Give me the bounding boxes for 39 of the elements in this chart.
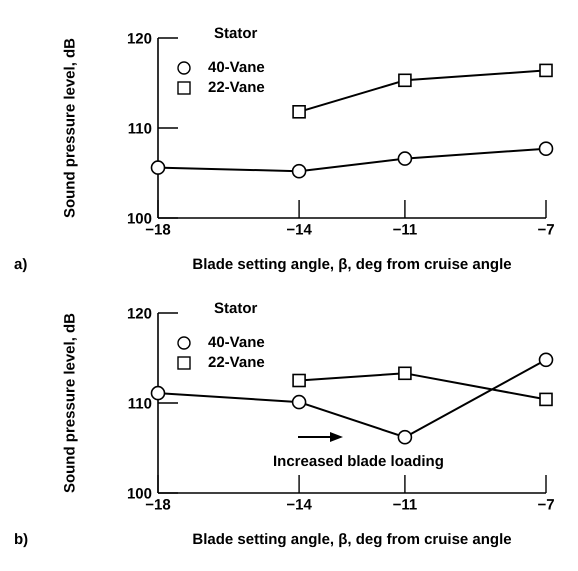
legend-label: 22-Vane xyxy=(208,78,265,98)
point xyxy=(538,352,554,368)
x-tick-label: −11 xyxy=(392,496,418,514)
legend-label: 40-Vane xyxy=(208,58,265,78)
point xyxy=(292,105,306,119)
legend-label: 40-Vane xyxy=(208,333,265,353)
x-tick-label: −7 xyxy=(537,496,555,514)
point xyxy=(292,164,306,178)
y-axis-title: Sound pressure level, dB xyxy=(62,38,78,218)
y-axis-title: Sound pressure level, dB xyxy=(62,312,78,494)
x-axis-title: Blade setting angle, β, deg from cruise angle xyxy=(192,256,512,273)
annotation: Increased blade loading xyxy=(273,452,444,470)
point xyxy=(292,394,306,410)
x-axis-title: Blade setting angle, β, deg from cruise angle xyxy=(192,531,512,548)
point xyxy=(292,374,306,388)
text: b) xyxy=(14,531,28,548)
legend-title: Stator xyxy=(214,299,258,319)
y-tick-label: 100 xyxy=(126,210,152,228)
x-tick-label: −7 xyxy=(537,222,555,239)
point xyxy=(150,386,166,400)
y-tick-label: 110 xyxy=(128,395,152,412)
x-tick-label: −14 xyxy=(286,496,312,514)
point xyxy=(398,430,412,444)
legend-title: Stator xyxy=(214,24,258,44)
y-tick-label: 120 xyxy=(126,305,152,322)
point xyxy=(539,392,553,406)
point xyxy=(398,74,412,88)
x-tick-label: −14 xyxy=(286,222,312,239)
point xyxy=(538,141,554,156)
y-tick-label: 110 xyxy=(128,120,152,138)
point xyxy=(539,64,553,78)
x-tick-label: −11 xyxy=(392,222,418,239)
point xyxy=(150,160,166,175)
point xyxy=(398,151,412,166)
text: a) xyxy=(14,256,28,273)
legend-label: 22-Vane xyxy=(208,353,265,373)
point xyxy=(398,366,412,380)
y-tick-label: 120 xyxy=(126,30,152,48)
y-tick-label: 100 xyxy=(126,485,152,502)
